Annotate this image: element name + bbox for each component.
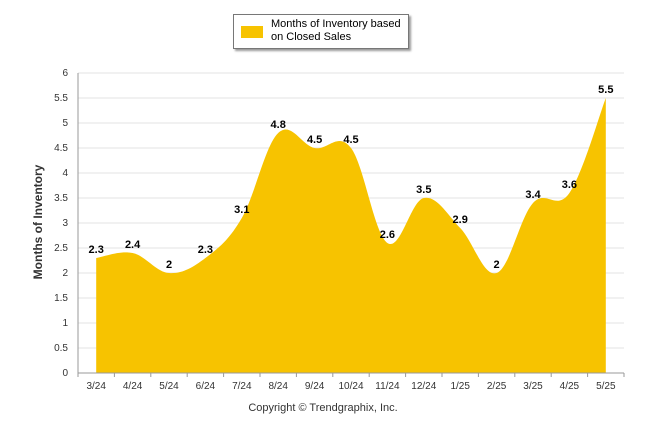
data-label: 3.6 bbox=[562, 179, 577, 191]
data-label: 5.5 bbox=[598, 84, 613, 96]
y-tick-label: 5.5 bbox=[54, 93, 68, 104]
data-label: 2.4 bbox=[125, 239, 141, 251]
x-tick-label: 7/24 bbox=[232, 381, 252, 392]
data-label: 3.5 bbox=[416, 184, 431, 196]
data-label: 3.1 bbox=[234, 204, 249, 216]
x-tick-label: 6/24 bbox=[196, 381, 216, 392]
data-label: 2.9 bbox=[453, 214, 468, 226]
legend-label: Months of Inventory based on Closed Sale… bbox=[271, 18, 401, 43]
x-tick-label: 3/25 bbox=[523, 381, 543, 392]
data-label: 4.5 bbox=[343, 134, 358, 146]
y-tick-label: 4.5 bbox=[54, 143, 68, 154]
data-label: 4.8 bbox=[271, 119, 286, 131]
y-tick-label: 3 bbox=[62, 218, 68, 229]
data-label: 2.3 bbox=[198, 244, 213, 256]
x-tick-label: 2/25 bbox=[487, 381, 507, 392]
y-tick-label: 1 bbox=[62, 318, 68, 329]
legend: Months of Inventory based on Closed Sale… bbox=[233, 14, 409, 49]
x-tick-label: 10/24 bbox=[338, 381, 363, 392]
x-tick-label: 8/24 bbox=[268, 381, 288, 392]
y-tick-label: 0 bbox=[62, 368, 68, 379]
data-label: 2 bbox=[494, 259, 500, 271]
x-tick-label: 9/24 bbox=[305, 381, 325, 392]
legend-swatch bbox=[241, 26, 263, 38]
y-tick-label: 2.5 bbox=[54, 243, 68, 254]
y-tick-label: 5 bbox=[62, 118, 68, 129]
series-area bbox=[96, 98, 606, 373]
copyright-text: Copyright © Trendgraphix, Inc. bbox=[248, 402, 398, 414]
y-tick-label: 2 bbox=[62, 268, 68, 279]
y-tick-label: 0.5 bbox=[54, 343, 68, 354]
x-tick-label: 12/24 bbox=[411, 381, 436, 392]
data-label: 2 bbox=[166, 259, 172, 271]
x-tick-label: 5/24 bbox=[159, 381, 179, 392]
axes bbox=[77, 73, 624, 374]
x-tick-label: 5/25 bbox=[596, 381, 616, 392]
data-labels: 2.3 2.4 2 2.3 3.1 4.8 4.5 4.5 2.6 3.5 2.9 2 3.4 3.6 5.… bbox=[89, 84, 614, 271]
data-label: 2.6 bbox=[380, 229, 395, 241]
y-axis-title: Months of Inventory bbox=[31, 164, 45, 280]
y-axis-ticks: 0 0.5 1 1.5 2 2.5 3 3.5 4 4.5 5 5.5 6 bbox=[54, 68, 68, 379]
y-tick-label: 1.5 bbox=[54, 293, 68, 304]
data-label: 2.3 bbox=[89, 244, 104, 256]
y-tick-label: 4 bbox=[62, 168, 68, 179]
x-axis-ticks: 3/24 4/24 5/24 6/24 7/24 8/24 9/24 10/24 11/24 12… bbox=[77, 373, 625, 392]
data-label: 4.5 bbox=[307, 134, 322, 146]
x-tick-label: 11/24 bbox=[375, 381, 400, 392]
x-tick-label: 3/24 bbox=[86, 381, 106, 392]
x-tick-label: 1/25 bbox=[450, 381, 470, 392]
x-tick-label: 4/24 bbox=[123, 381, 143, 392]
y-tick-label: 6 bbox=[62, 68, 68, 79]
data-label: 3.4 bbox=[525, 189, 541, 201]
x-tick-label: 4/25 bbox=[560, 381, 580, 392]
y-tick-label: 3.5 bbox=[54, 193, 68, 204]
